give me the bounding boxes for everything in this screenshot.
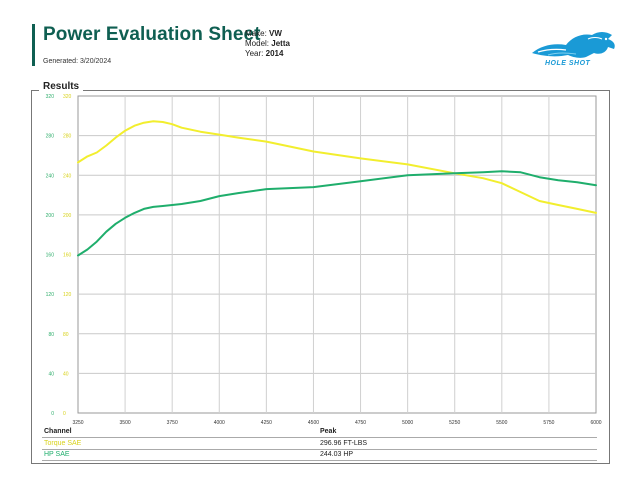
y-left-tick-label: 240	[46, 173, 55, 179]
x-tick-label: 4250	[261, 420, 272, 426]
y-right-tick-label: 80	[63, 332, 69, 338]
table-row-divider	[42, 460, 597, 461]
x-tick-label: 4500	[308, 420, 319, 426]
x-tick-label: 3500	[120, 420, 131, 426]
x-tick-label: 4000	[214, 420, 225, 426]
series-line-torque-sae	[77, 120, 597, 214]
y-left-tick-label: 280	[46, 134, 55, 140]
y-left-tick-label: 0	[51, 411, 54, 417]
y-left-tick-label: 200	[46, 213, 55, 219]
table-row-hp-peak: 244.03 HP	[320, 451, 354, 458]
x-tick-label: 3250	[72, 420, 83, 426]
y-right-tick-label: 40	[63, 371, 69, 377]
y-right-tick-label: 160	[63, 253, 72, 259]
vehicle-year: Year: 2014	[245, 49, 284, 58]
page-title: Power Evaluation Sheet	[43, 24, 261, 45]
x-tick-label: 6000	[590, 420, 601, 426]
y-left-tick-label: 40	[48, 371, 54, 377]
y-right-tick-label: 240	[63, 173, 72, 179]
table-header-channel: Channel	[44, 428, 72, 435]
x-tick-label: 5250	[449, 420, 460, 426]
y-left-tick-label: 80	[48, 332, 54, 338]
results-frame	[31, 90, 610, 464]
table-header-peak: Peak	[320, 428, 337, 435]
horse-logo-icon	[532, 32, 615, 58]
y-right-tick-label: 120	[63, 292, 72, 298]
vehicle-make: Make: VW	[245, 29, 282, 38]
table-header-divider	[42, 437, 597, 438]
y-left-tick-label: 160	[46, 253, 55, 259]
y-right-tick-label: 0	[63, 411, 66, 417]
table-row-divider	[42, 449, 597, 450]
x-tick-label: 5000	[402, 420, 413, 426]
results-section-title: Results	[39, 81, 84, 92]
logo-text: HOLE SHOT	[545, 60, 591, 67]
vehicle-info: Make: VW Model: Jetta Year: 2014	[245, 29, 290, 59]
table-row-torque-channel: Torque SAE	[44, 440, 82, 447]
y-left-tick-label: 320	[46, 94, 55, 100]
x-tick-label: 5500	[496, 420, 507, 426]
header-accent-bar	[32, 24, 35, 66]
table-row-torque-peak: 296.96 FT-LBS	[320, 440, 368, 447]
y-right-tick-label: 200	[63, 213, 72, 219]
series-line-hp-sae	[77, 170, 597, 257]
x-tick-label: 3750	[167, 420, 178, 426]
y-right-tick-label: 280	[63, 134, 72, 140]
x-tick-label: 5750	[543, 420, 554, 426]
y-right-tick-label: 320	[63, 94, 72, 100]
generated-date: Generated: 3/20/2024	[43, 58, 112, 65]
x-tick-label: 4750	[355, 420, 366, 426]
y-left-tick-label: 120	[46, 292, 55, 298]
table-row-hp-channel: HP SAE	[44, 451, 70, 458]
vehicle-model: Model: Jetta	[245, 39, 290, 48]
